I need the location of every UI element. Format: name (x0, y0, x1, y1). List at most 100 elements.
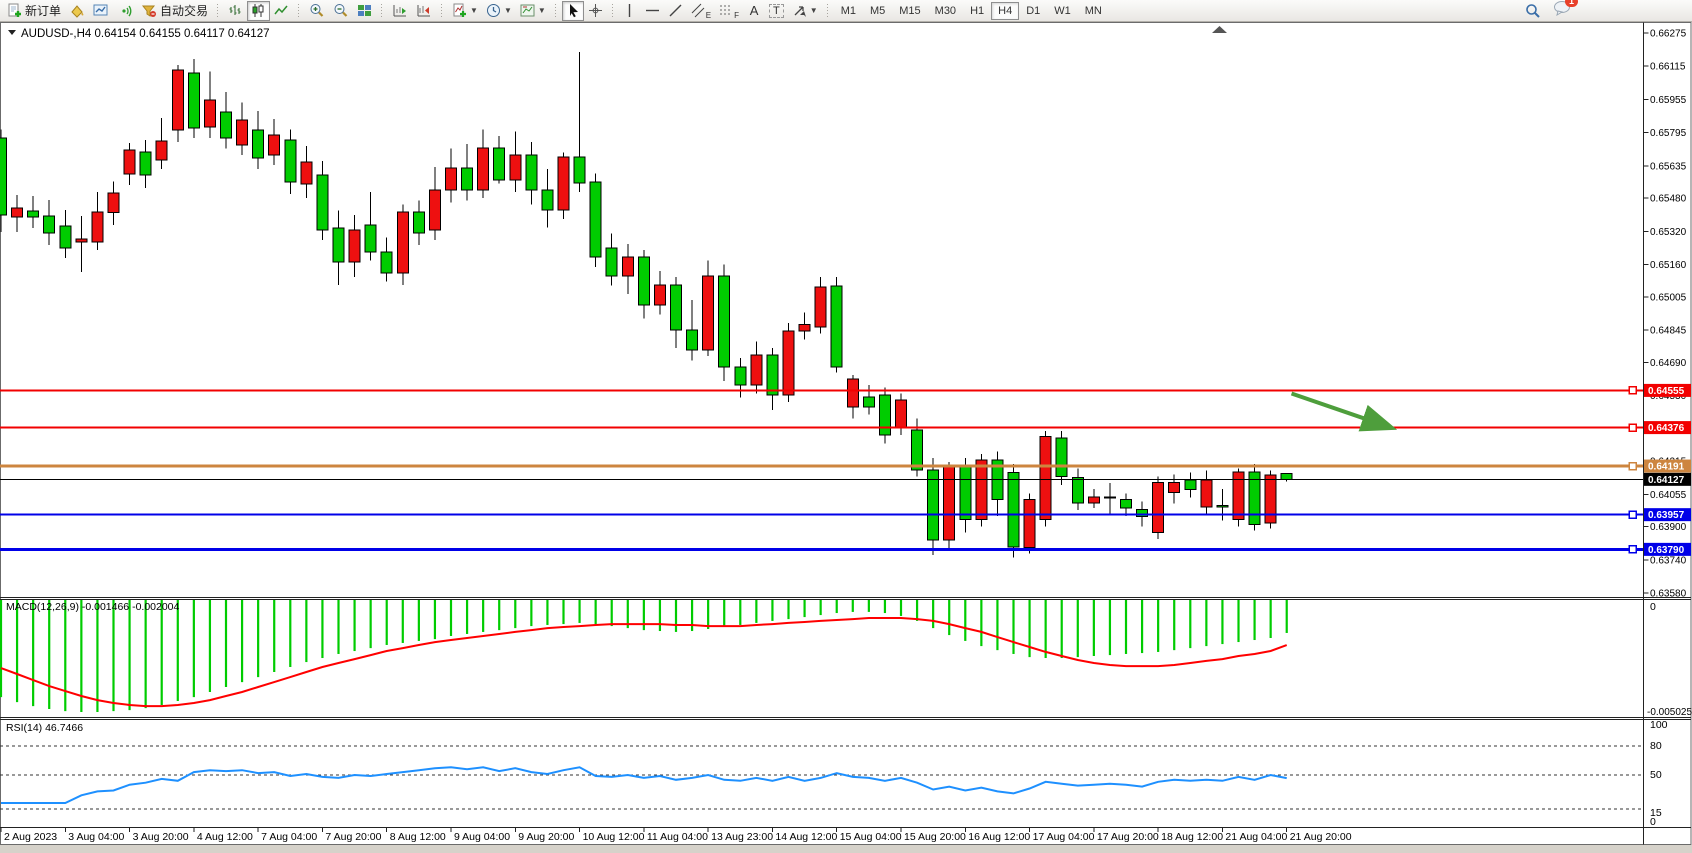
indicators-button[interactable]: ▼ (448, 1, 482, 21)
price-badge-0.64555 (1644, 383, 1691, 397)
candle-up (445, 167, 458, 191)
zoom-out-icon (334, 4, 348, 17)
timeframe-button-h1[interactable]: H1 (963, 2, 991, 20)
toolbar-grip (609, 3, 616, 18)
periods-caret-icon: ▼ (503, 5, 512, 15)
line-chart-button[interactable] (270, 1, 293, 21)
candle-up (653, 284, 666, 306)
chart-shift-icon (417, 5, 431, 17)
chart-shift-marker[interactable] (1212, 26, 1227, 33)
price-tick-label: 0.65635 (1650, 161, 1687, 172)
candlestick-chart-button[interactable] (247, 0, 271, 21)
candle-up (75, 238, 88, 243)
templates-button[interactable]: ▼ (516, 1, 550, 21)
candle-up (1103, 496, 1116, 499)
rsi-line (1, 766, 1287, 804)
price-tick-label: 0.64845 (1650, 326, 1687, 337)
hline-handle[interactable] (1628, 510, 1637, 519)
chart-ohlc-title: AUDUSD-,H4 0.64154 0.64155 0.64117 0.641… (21, 28, 270, 40)
candle-down (316, 174, 329, 231)
auto-scroll-button[interactable] (388, 1, 412, 21)
timeframe-button-m30[interactable]: M30 (928, 2, 963, 20)
toolbar-grip (439, 3, 446, 18)
symbol-dropdown-icon[interactable] (8, 30, 16, 35)
auto-scroll-icon (393, 5, 407, 17)
candle-up (155, 140, 168, 161)
status-bar (0, 845, 1692, 853)
time-tick-label: 16 Aug 12:00 (968, 831, 1030, 843)
rsi-scale-label: 15 (1650, 807, 1662, 819)
candle-up (91, 211, 104, 243)
time-tick-label: 3 Aug 20:00 (133, 831, 189, 843)
line-chart-icon (274, 5, 288, 15)
time-tick-label: 17 Aug 20:00 (1097, 831, 1159, 843)
time-tick-label: 14 Aug 12:00 (775, 831, 837, 843)
timeframe-button-m5[interactable]: M5 (863, 2, 892, 20)
scroll-group (388, 0, 436, 22)
timeframe-button-mn[interactable]: MN (1078, 2, 1109, 20)
hline-handle[interactable] (1628, 423, 1637, 432)
indicators-icon (453, 3, 467, 17)
crosshair-button[interactable] (584, 1, 607, 21)
candle-down (43, 215, 56, 234)
price-axis[interactable]: 0.66275 0.66115 0.65955 0.65795 0.65635 0.654… (1643, 29, 1692, 600)
candle-down (766, 354, 779, 396)
hline-handle[interactable] (1628, 461, 1637, 471)
candle-up (702, 275, 715, 351)
hline-handle[interactable] (1628, 386, 1637, 395)
equidistant-channel-button[interactable]: E (687, 1, 715, 21)
trend-arrow-annotation[interactable] (1290, 391, 1398, 432)
templates-caret-icon: ▼ (537, 5, 546, 15)
new-order-button[interactable]: 新订单 (3, 1, 65, 21)
styler-button[interactable] (65, 1, 89, 21)
price-badge-0.64376 (1644, 421, 1691, 435)
candle-down (220, 111, 233, 139)
time-tick-label: 7 Aug 04:00 (261, 831, 317, 843)
trendline-button[interactable] (664, 1, 687, 21)
price-tick-label: 0.66115 (1650, 62, 1686, 73)
fibonacci-icon (720, 5, 732, 15)
timeframe-group: M1 M5 M15 M30 H1 H4 D1 W1 MN (834, 0, 1109, 22)
horizontal-line-button[interactable] (641, 1, 664, 21)
auto-trading-button[interactable]: 自动交易 (137, 1, 212, 21)
candle-up (1264, 474, 1277, 524)
timeframe-button-m15[interactable]: M15 (892, 2, 927, 20)
time-axis[interactable]: 2 Aug 2023 3 Aug 04:00 3 Aug 20:00 4 Aug 12… (0, 827, 1352, 844)
signals-button[interactable] (113, 1, 137, 21)
candle-down (734, 366, 747, 386)
text-label-button[interactable]: T (765, 1, 788, 21)
price-badge-0.64191 (1644, 459, 1691, 473)
time-tick-label: 11 Aug 04:00 (647, 831, 708, 843)
cursor-button[interactable] (561, 0, 584, 21)
chart-shift-button[interactable] (412, 1, 436, 21)
chat-button[interactable]: 1 (1553, 0, 1578, 21)
zoom-out-button[interactable] (329, 1, 353, 21)
candle-down (927, 469, 940, 541)
rsi-label: RSI(14) 46.7466 (6, 722, 83, 734)
hline-handle[interactable] (1628, 545, 1637, 554)
candle-down (380, 251, 393, 274)
bar-chart-button[interactable] (224, 1, 247, 21)
candle-down (493, 147, 506, 181)
candle-up (895, 399, 908, 429)
timeframe-button-h4[interactable]: H4 (991, 1, 1020, 20)
macd-scale-zero: 0 (1650, 601, 1656, 613)
candle-down (1136, 509, 1149, 518)
arrows-button[interactable]: ▼ (788, 1, 822, 21)
text-button[interactable]: A (743, 1, 765, 21)
time-tick-label: 4 Aug 12:00 (197, 831, 253, 843)
vertical-line-button[interactable] (619, 1, 641, 21)
timeframe-button-w1[interactable]: W1 (1047, 2, 1078, 20)
search-button[interactable] (1521, 1, 1545, 21)
trendline-icon (669, 4, 682, 17)
candle-up (396, 211, 409, 274)
zoom-in-button[interactable] (305, 1, 329, 21)
toolbar-grip (552, 3, 559, 18)
timeframe-button-d1[interactable]: D1 (1019, 2, 1047, 20)
periods-button[interactable]: ▼ (482, 1, 516, 21)
fibonacci-button[interactable]: F (715, 1, 743, 21)
tile-windows-button[interactable] (353, 1, 376, 21)
timeframe-button-m1[interactable]: M1 (834, 2, 863, 20)
profiles-button[interactable] (89, 1, 113, 21)
